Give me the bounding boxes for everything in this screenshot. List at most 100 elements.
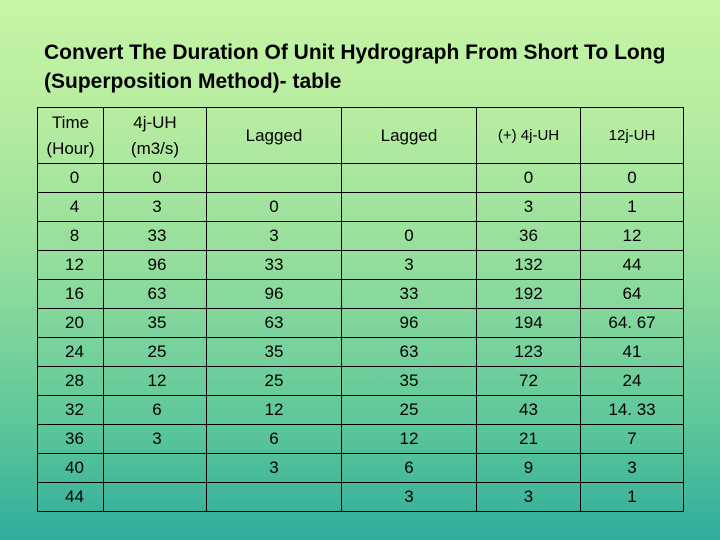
lagged-1-cell: 25 bbox=[206, 366, 342, 396]
cell-value: 44 bbox=[622, 255, 642, 274]
cell-value: 123 bbox=[514, 342, 543, 361]
lagged-2-cell: 3 bbox=[341, 482, 477, 512]
cell-value: 3 bbox=[269, 226, 279, 245]
cell-value: 16 bbox=[65, 284, 84, 303]
lagged-1-cell: 12 bbox=[206, 395, 342, 425]
cell-value: 24 bbox=[622, 371, 642, 390]
lagged-1-cell: 96 bbox=[206, 279, 342, 309]
lagged-2-cell: 35 bbox=[341, 366, 477, 396]
cell-value: 14. 33 bbox=[608, 400, 656, 419]
cell-value: 21 bbox=[519, 429, 538, 448]
table-row: 8 33 3 0 36 12 bbox=[37, 221, 684, 251]
cell-value: 72 bbox=[519, 371, 538, 390]
cell-value: 3 bbox=[523, 487, 534, 506]
cell-value: 43 bbox=[519, 400, 538, 419]
cell-value: 33 bbox=[264, 255, 284, 274]
cell-value: 25 bbox=[264, 371, 284, 390]
lagged-1-cell bbox=[206, 482, 342, 512]
time-cell: 20 bbox=[37, 308, 104, 338]
cell-value: 44 bbox=[65, 487, 84, 506]
header-4j-uh: 4j-UH (m3/s) bbox=[103, 107, 207, 164]
time-cell: 32 bbox=[37, 395, 104, 425]
table-row: 4 3 0 3 1 bbox=[37, 192, 684, 222]
header-row: Time (Hour) 4j-UH (m3/s) Lagged Lagged (… bbox=[37, 107, 684, 164]
lagged-2-cell: 63 bbox=[341, 337, 477, 367]
sum-cell: 3 bbox=[476, 482, 581, 512]
cell-value: 24 bbox=[65, 342, 84, 361]
sum-cell: 123 bbox=[476, 337, 581, 367]
header-time: Time (Hour) bbox=[37, 107, 104, 164]
table-row: 44 3 3 1 bbox=[37, 482, 684, 512]
uh-12j-cell: 0 bbox=[580, 163, 684, 193]
sum-cell: 9 bbox=[476, 453, 581, 483]
uh-4j-cell: 0 bbox=[103, 163, 207, 193]
uh-12j-cell: 12 bbox=[580, 221, 684, 251]
uh-12j-cell: 41 bbox=[580, 337, 684, 367]
cell-value: 36 bbox=[65, 429, 84, 448]
cell-value: 64 bbox=[622, 284, 642, 303]
slide-title: Convert The Duration Of Unit Hydrograph … bbox=[44, 41, 666, 93]
header-time-label: Time bbox=[51, 112, 90, 132]
lagged-2-cell: 6 bbox=[341, 453, 477, 483]
table-row: 32 6 12 25 43 14. 33 bbox=[37, 395, 684, 425]
sum-cell: 192 bbox=[476, 279, 581, 309]
uh-4j-cell: 63 bbox=[103, 279, 207, 309]
sum-cell: 72 bbox=[476, 366, 581, 396]
lagged-1-cell: 33 bbox=[206, 250, 342, 280]
cell-value: 3 bbox=[269, 458, 279, 477]
cell-value: 35 bbox=[264, 342, 284, 361]
uh-4j-cell: 25 bbox=[103, 337, 207, 367]
cell-value: 0 bbox=[523, 168, 534, 187]
time-cell: 28 bbox=[37, 366, 104, 396]
time-cell: 12 bbox=[37, 250, 104, 280]
lagged-2-cell: 3 bbox=[341, 250, 477, 280]
cell-value: 20 bbox=[65, 313, 84, 332]
uh-4j-cell: 3 bbox=[103, 424, 207, 454]
cell-value: 63 bbox=[264, 313, 284, 332]
lagged-1-cell: 63 bbox=[206, 308, 342, 338]
sum-cell: 3 bbox=[476, 192, 581, 222]
cell-value: 132 bbox=[514, 255, 543, 274]
cell-value: 28 bbox=[65, 371, 84, 390]
time-cell: 44 bbox=[37, 482, 104, 512]
header-4j-uh-unit: (m3/s) bbox=[130, 138, 180, 158]
sum-cell: 36 bbox=[476, 221, 581, 251]
time-cell: 24 bbox=[37, 337, 104, 367]
cell-value: 63 bbox=[147, 284, 167, 303]
lagged-1-cell: 6 bbox=[206, 424, 342, 454]
cell-value: 12 bbox=[399, 429, 419, 448]
cell-value: 0 bbox=[152, 168, 162, 187]
uh-12j-cell: 24 bbox=[580, 366, 684, 396]
hydrograph-table: Time (Hour) 4j-UH (m3/s) Lagged Lagged (… bbox=[37, 107, 684, 512]
cell-value: 96 bbox=[147, 255, 167, 274]
lagged-1-cell: 35 bbox=[206, 337, 342, 367]
uh-4j-cell: 35 bbox=[103, 308, 207, 338]
uh-12j-cell: 1 bbox=[580, 192, 684, 222]
cell-value: 41 bbox=[622, 342, 642, 361]
cell-value: 194 bbox=[514, 313, 543, 332]
cell-value: 3 bbox=[152, 429, 162, 448]
cell-value: 0 bbox=[69, 168, 80, 187]
cell-value: 0 bbox=[404, 226, 414, 245]
cell-value: 1 bbox=[627, 487, 637, 506]
lagged-2-cell: 33 bbox=[341, 279, 477, 309]
lagged-2-cell: 0 bbox=[341, 221, 477, 251]
cell-value: 6 bbox=[152, 400, 162, 419]
header-lagged-2: Lagged bbox=[341, 107, 477, 164]
cell-value: 12 bbox=[264, 400, 284, 419]
cell-value: 3 bbox=[404, 487, 414, 506]
sum-cell: 132 bbox=[476, 250, 581, 280]
lagged-2-cell bbox=[341, 192, 477, 222]
lagged-1-cell bbox=[206, 163, 342, 193]
uh-12j-cell: 64. 67 bbox=[580, 308, 684, 338]
lagged-2-cell: 25 bbox=[341, 395, 477, 425]
cell-value: 36 bbox=[519, 226, 538, 245]
sum-cell: 43 bbox=[476, 395, 581, 425]
cell-value: 6 bbox=[269, 429, 279, 448]
header-sum-4j-uh: (+) 4j-UH bbox=[476, 107, 581, 164]
cell-value: 96 bbox=[264, 284, 284, 303]
cell-value bbox=[153, 487, 157, 506]
uh-12j-cell: 7 bbox=[580, 424, 684, 454]
time-cell: 36 bbox=[37, 424, 104, 454]
table-row: 36 3 6 12 21 7 bbox=[37, 424, 684, 454]
